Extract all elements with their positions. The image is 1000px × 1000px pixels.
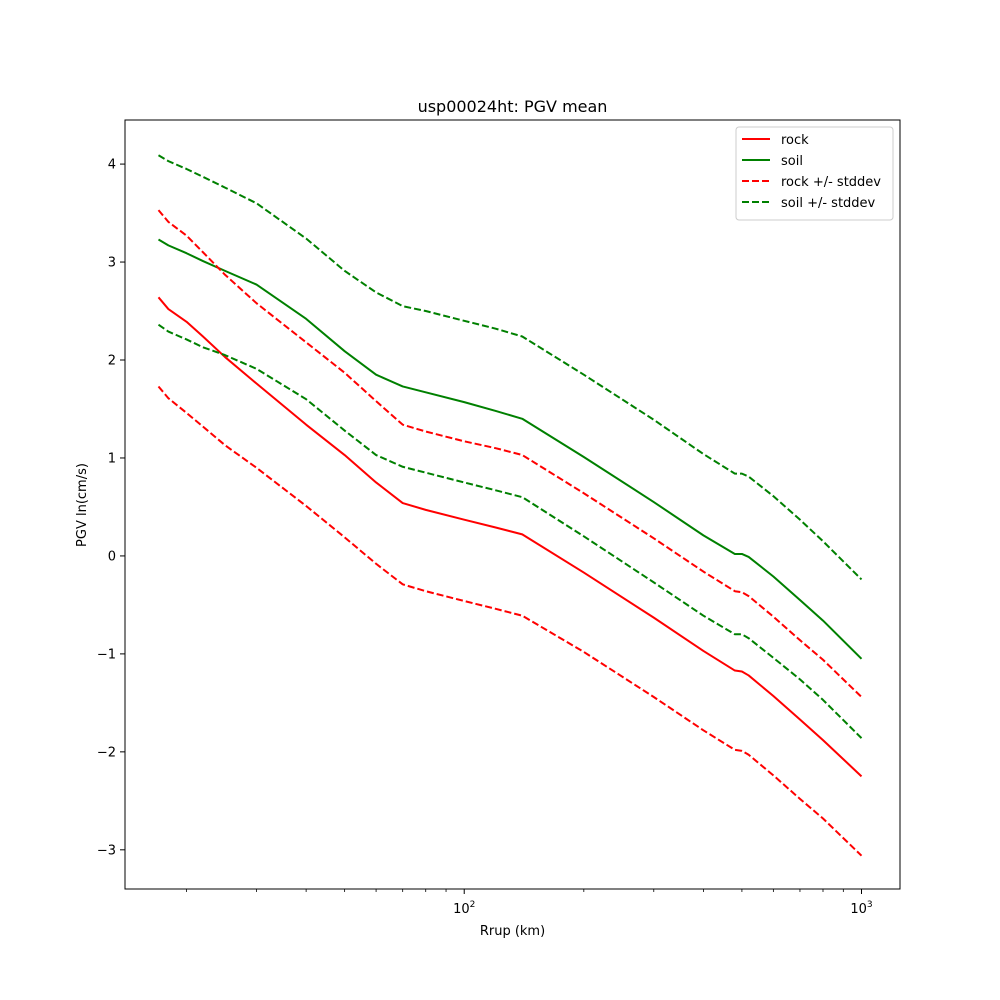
legend-label: soil [781, 154, 803, 169]
x-axis: 102 103 [186, 889, 873, 917]
y-axis: 4 3 2 1 0 −1 −2 −3 [97, 158, 125, 858]
y-tick-label: −1 [97, 647, 116, 662]
legend-label: soil +/- stddev [781, 196, 876, 211]
series-line-2 [157, 209, 863, 698]
legend-box [735, 126, 894, 221]
series-line-3 [157, 385, 863, 857]
y-tick-label: −3 [97, 843, 116, 858]
y-tick-label: 0 [108, 549, 116, 564]
y-tick-label: 4 [108, 158, 116, 173]
series-line-4 [157, 154, 863, 581]
y-tick-label: 1 [108, 451, 116, 466]
series-line-0 [157, 296, 863, 778]
series-line-1 [157, 238, 863, 660]
legend-label: rock +/- stddev [781, 175, 881, 190]
y-axis-label: PGV ln(cm/s) [75, 463, 90, 547]
chart-title: usp00024ht: PGV mean [418, 97, 608, 116]
x-axis-label: Rrup (km) [480, 924, 545, 939]
x-tick-label: 103 [850, 900, 872, 917]
plot-area [157, 154, 863, 857]
series-line-5 [157, 323, 863, 739]
y-tick-label: 2 [108, 354, 116, 369]
plot-frame [124, 119, 901, 890]
y-tick-label: −2 [97, 745, 116, 760]
y-tick-label: 3 [108, 256, 116, 271]
x-tick-label: 102 [453, 900, 475, 917]
legend-label: rock [781, 133, 809, 148]
legend: rock soil rock +/- stddev soil +/- stddev [735, 126, 894, 221]
